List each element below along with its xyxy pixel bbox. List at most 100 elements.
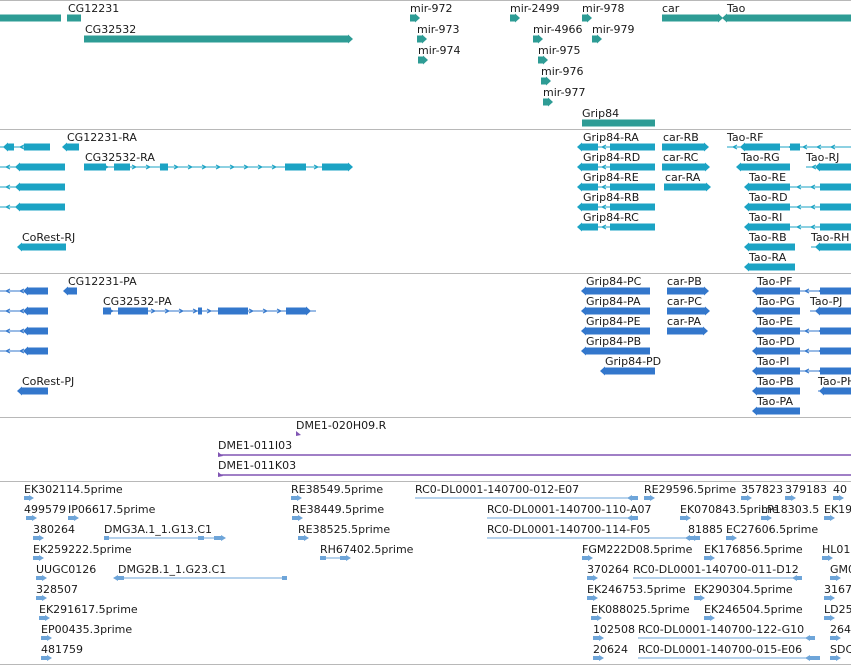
feature-label[interactable]: CoRest-PJ — [22, 375, 75, 388]
feature-glyph[interactable] — [0, 482, 851, 664]
feature-glyph[interactable] — [0, 482, 851, 664]
feature-glyph[interactable] — [0, 274, 851, 417]
feature-label[interactable]: mir-4966 — [533, 23, 583, 36]
feature-glyph[interactable] — [0, 482, 851, 664]
feature-glyph[interactable] — [0, 0, 851, 129]
feature-label[interactable]: Tao-RH — [811, 231, 850, 244]
feature-label[interactable]: RC0-DL0001-140700-012-E07 — [415, 483, 580, 496]
feature-glyph[interactable] — [0, 482, 851, 664]
feature-glyph[interactable] — [0, 482, 851, 664]
feature-glyph[interactable] — [0, 0, 851, 129]
feature-glyph[interactable] — [0, 482, 851, 664]
feature-glyph[interactable] — [0, 274, 851, 417]
feature-glyph[interactable] — [0, 482, 851, 664]
feature-label[interactable]: Tao-PA — [757, 395, 793, 408]
feature-label[interactable]: Grip84-PE — [586, 315, 641, 328]
feature-glyph[interactable] — [0, 482, 851, 664]
feature-glyph[interactable] — [0, 274, 851, 417]
feature-label[interactable]: 499579 — [24, 503, 66, 516]
feature-glyph[interactable] — [0, 0, 851, 129]
feature-label[interactable]: EK290304.5prime — [694, 583, 793, 596]
feature-label[interactable]: Grip84-PB — [586, 335, 642, 348]
feature-glyph[interactable] — [0, 130, 851, 273]
feature-glyph[interactable] — [0, 482, 851, 664]
feature-label[interactable]: 40 — [833, 483, 847, 496]
feature-label[interactable]: car-RB — [663, 131, 699, 144]
feature-label[interactable]: RC0-DL0001-140700-015-E06 — [638, 643, 803, 656]
feature-label[interactable]: 102508 — [593, 623, 635, 636]
feature-glyph[interactable] — [0, 274, 851, 417]
feature-glyph[interactable] — [0, 482, 851, 664]
feature-glyph[interactable] — [0, 130, 851, 273]
feature-glyph[interactable] — [0, 130, 851, 273]
feature-glyph[interactable] — [0, 0, 851, 129]
feature-glyph[interactable] — [0, 482, 851, 664]
feature-glyph[interactable] — [0, 0, 851, 129]
feature-label[interactable]: 357823 — [741, 483, 783, 496]
feature-glyph[interactable] — [0, 130, 851, 273]
feature-label[interactable]: DMG3A.1_1.G13.C1 — [104, 523, 213, 536]
feature-label[interactable]: 20624 — [593, 643, 628, 656]
feature-label[interactable]: Tao-PI — [757, 355, 790, 368]
feature-glyph[interactable] — [0, 482, 851, 664]
feature-label[interactable]: mir-979 — [592, 23, 635, 36]
feature-label[interactable]: Grip84-PA — [586, 295, 641, 308]
feature-label[interactable]: 81885 — [688, 523, 723, 536]
feature-glyph[interactable] — [0, 482, 851, 664]
feature-glyph[interactable] — [0, 130, 851, 273]
feature-glyph[interactable] — [0, 130, 851, 273]
feature-glyph[interactable] — [0, 274, 851, 417]
feature-label[interactable]: Tao-RJ — [806, 151, 840, 164]
feature-label[interactable]: Grip84-RB — [583, 191, 640, 204]
feature-label[interactable]: Tao-RE — [749, 171, 787, 184]
feature-label[interactable]: Grip84-RC — [583, 211, 639, 224]
feature-label[interactable]: car-RA — [665, 171, 701, 184]
feature-label[interactable]: RE38449.5prime — [292, 503, 385, 516]
feature-label[interactable]: Grip84-RE — [583, 171, 639, 184]
feature-label[interactable]: mir-977 — [543, 86, 586, 99]
feature-glyph[interactable] — [0, 482, 851, 664]
feature-glyph[interactable] — [0, 130, 851, 273]
feature-glyph[interactable] — [0, 482, 851, 664]
feature-label[interactable]: mir-974 — [418, 44, 461, 57]
feature-label[interactable]: Tao-PH — [818, 375, 851, 388]
feature-label[interactable]: mir-972 — [410, 2, 453, 15]
feature-glyph[interactable] — [0, 130, 851, 273]
feature-label[interactable]: 328507 — [36, 583, 78, 596]
feature-label[interactable]: Grip84-PD — [605, 355, 662, 368]
feature-glyph[interactable] — [0, 274, 851, 417]
feature-glyph[interactable] — [0, 418, 851, 481]
feature-glyph[interactable] — [0, 482, 851, 664]
feature-glyph[interactable] — [0, 0, 851, 129]
feature-label[interactable]: mir-973 — [417, 23, 460, 36]
feature-label[interactable]: FGM222D08.5prime — [582, 543, 693, 556]
feature-label[interactable]: UUGC0126 — [36, 563, 97, 576]
feature-glyph[interactable] — [0, 130, 851, 273]
feature-glyph[interactable] — [0, 274, 851, 417]
feature-label[interactable]: car-PA — [667, 315, 702, 328]
feature-glyph[interactable] — [0, 482, 851, 664]
feature-glyph[interactable] — [0, 482, 851, 664]
feature-label[interactable]: EK070843.5prime — [680, 503, 779, 516]
feature-label[interactable]: EC27606.5prime — [726, 523, 819, 536]
feature-glyph[interactable] — [0, 482, 851, 664]
feature-label[interactable]: CG12231-RA — [67, 131, 137, 144]
feature-glyph[interactable] — [0, 418, 851, 481]
feature-label[interactable]: EP00435.3prime — [41, 623, 133, 636]
feature-glyph[interactable] — [0, 274, 851, 417]
feature-label[interactable]: Tao — [727, 2, 746, 15]
feature-glyph[interactable] — [0, 130, 851, 273]
feature-label[interactable]: HL01 — [822, 543, 851, 556]
feature-glyph[interactable] — [0, 274, 851, 417]
feature-label[interactable]: 264 — [830, 623, 851, 636]
feature-glyph[interactable] — [0, 274, 851, 417]
feature-label[interactable]: Grip84-PC — [586, 275, 642, 288]
feature-glyph[interactable] — [0, 482, 851, 664]
feature-glyph[interactable] — [0, 0, 851, 129]
feature-glyph[interactable] — [0, 482, 851, 664]
feature-label[interactable]: mir-978 — [582, 2, 625, 15]
feature-glyph[interactable] — [0, 130, 851, 273]
feature-label[interactable]: RC0-DL0001-140700-114-F05 — [487, 523, 651, 536]
feature-label[interactable]: EK291617.5prime — [39, 603, 138, 616]
feature-glyph[interactable] — [0, 0, 851, 129]
